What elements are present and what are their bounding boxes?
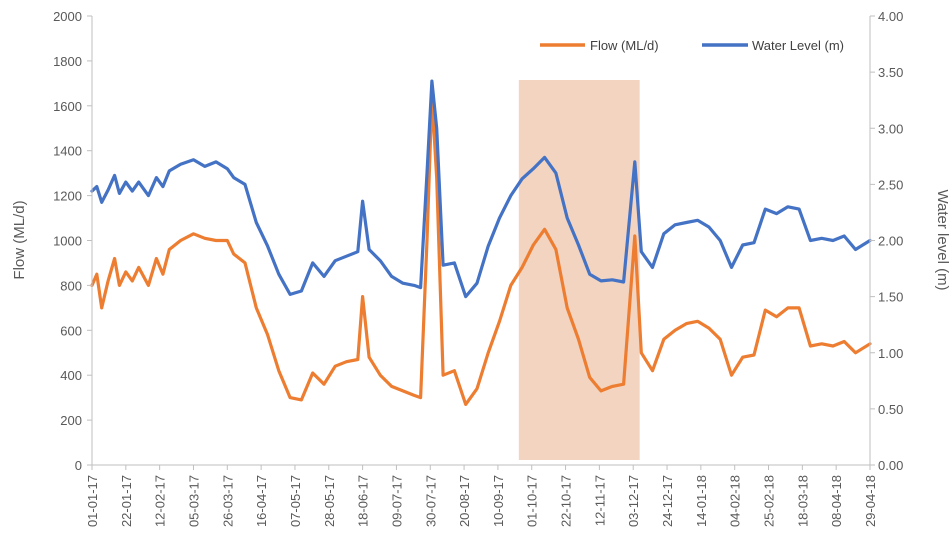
x-tick-label: 01-10-17 [525,475,540,527]
right-tick-label: 0.00 [878,458,903,473]
x-tick-label: 29-04-18 [863,475,878,527]
x-tick-label: 16-04-17 [254,475,269,527]
legend-label: Flow (ML/d) [590,38,659,53]
x-tick-label: 07-05-17 [288,475,303,527]
x-tick-label: 08-04-18 [829,475,844,527]
x-tick-label: 03-12-17 [626,475,641,527]
flow-series-line [90,95,872,406]
right-tick-label: 1.00 [878,346,903,361]
series-layer [90,79,872,406]
x-tick-label: 24-12-17 [660,475,675,527]
x-tick-label: 22-10-17 [559,475,574,527]
legend-label: Water Level (m) [752,38,844,53]
x-tick-label: 28-05-17 [322,475,337,527]
x-axis-ticks: 01-01-17 22-01-17 12-02-17 05-03-17 26-03-17… [85,465,878,527]
left-tick-label: 1400 [53,144,82,159]
x-tick-label: 14-01-18 [694,475,709,527]
right-tick-label: 1.50 [878,290,903,305]
x-tick-label: 20-08-17 [457,475,472,527]
right-tick-label: 2.00 [878,234,903,249]
water-level-series-line [90,79,872,299]
right-tick-label: 3.00 [878,121,903,136]
x-tick-label: 04-02-18 [728,475,743,527]
legend: Flow (ML/d) Water Level (m) [540,38,844,53]
right-tick-label: 3.50 [878,65,903,80]
left-tick-label: 1000 [53,234,82,249]
right-tick-label: 2.50 [878,177,903,192]
right-tick-label: 0.50 [878,402,903,417]
left-tick-label: 400 [60,368,82,383]
x-tick-label: 30-07-17 [423,475,438,527]
highlight-band [518,80,640,460]
x-tick-label: 26-03-17 [220,475,235,527]
x-tick-label: 12-02-17 [153,475,168,527]
x-tick-label: 05-03-17 [186,475,201,527]
x-tick-label: 18-03-18 [795,475,810,527]
x-tick-label: 01-01-17 [85,475,100,527]
left-axis-title: Flow (ML/d) [11,200,28,279]
left-tick-label: 600 [60,323,82,338]
left-tick-label: 1200 [53,189,82,204]
left-axis-ticks: 0 200 400 600 800 1000 1200 1400 1600 1800 2000 [53,9,92,473]
x-tick-label: 22-01-17 [119,475,134,527]
left-tick-label: 1600 [53,99,82,114]
x-tick-label: 18-06-17 [356,475,371,527]
x-tick-label: 10-09-17 [491,475,506,527]
right-axis-ticks: 0.00 0.50 1.00 1.50 2.00 2.50 3.00 3.50 4.00 [870,9,903,473]
left-tick-label: 2000 [53,9,82,24]
x-tick-label: 09-07-17 [389,475,404,527]
left-tick-label: 1800 [53,54,82,69]
right-tick-label: 4.00 [878,9,903,24]
right-axis-title: Water level (m) [934,189,951,290]
x-tick-label: 12-11-17 [592,475,607,526]
x-tick-label: 25-02-18 [762,475,777,527]
left-tick-label: 0 [75,458,82,473]
left-tick-label: 200 [60,413,82,428]
left-tick-label: 800 [60,278,82,293]
